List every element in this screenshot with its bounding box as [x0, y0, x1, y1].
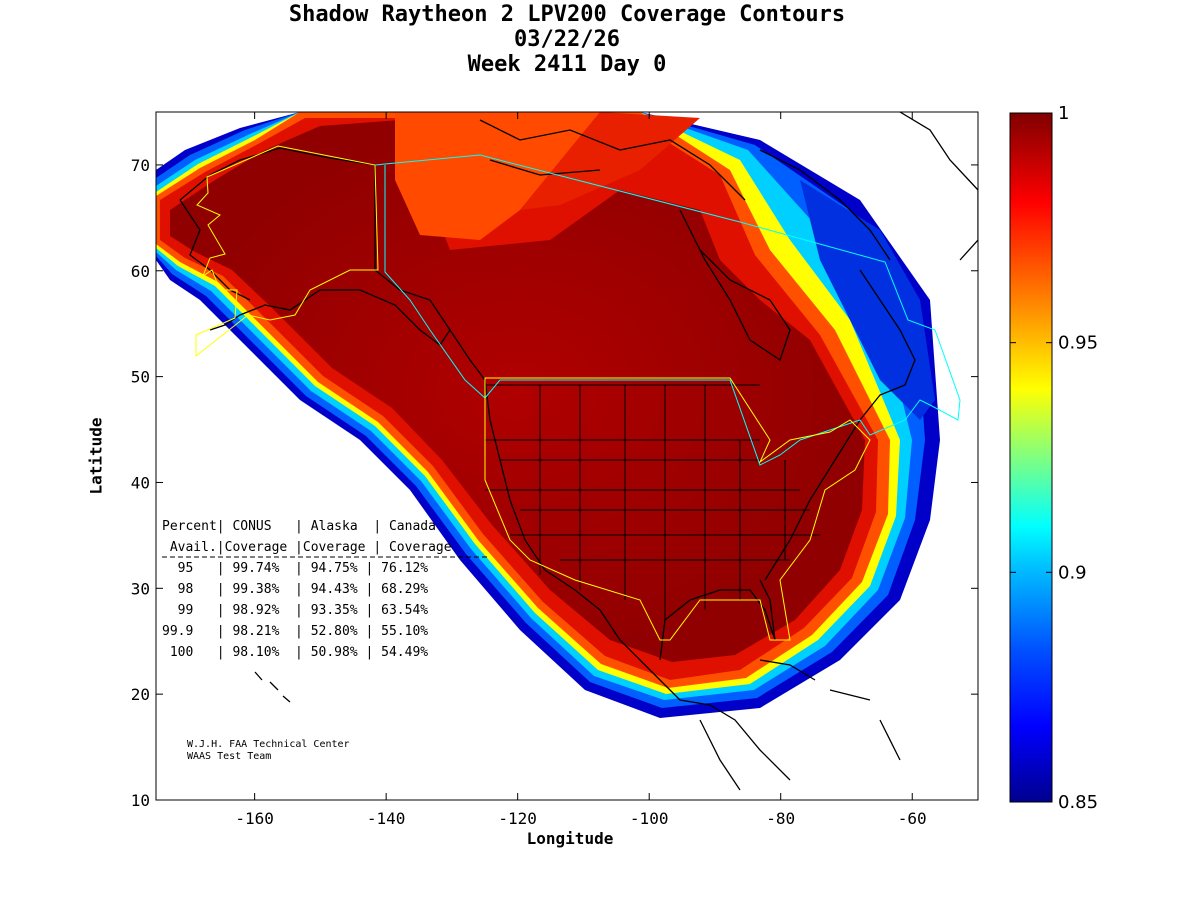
table-header-2: Avail.|Coverage |Coverage | Coverage [162, 540, 452, 555]
colorbar-ticks: 0.85 0.9 0.95 1 [1010, 103, 1098, 813]
state-borders [485, 384, 820, 620]
y-axis-ticks: 10 20 30 40 50 60 70 [131, 156, 978, 810]
coastlines [179, 112, 978, 791]
contour-band-1 [170, 120, 865, 662]
y-tick-label: 70 [131, 156, 150, 175]
x-axis-label: Longitude [526, 829, 614, 848]
colorbar-tick-label: 0.9 [1058, 562, 1087, 583]
coastline-caribbean [699, 659, 901, 791]
x-tick-label: -120 [498, 809, 537, 828]
table-row: 100 | 98.10% | 50.98% | 54.49% [162, 645, 428, 660]
y-axis-label: Latitude [86, 417, 106, 495]
colorbar-tick-label: 0.95 [1058, 333, 1098, 354]
y-tick-label: 50 [131, 368, 150, 387]
coastline-gulf [659, 579, 776, 661]
table-row: 99.9 | 98.21% | 52.80% | 55.10% [162, 624, 428, 639]
coverage-table: Percent| CONUS | Alaska | Canada Avail.|… [162, 519, 490, 660]
y-tick-label: 20 [131, 685, 150, 704]
coverage-contours [156, 112, 940, 718]
colorbar-tick-label: 1 [1058, 103, 1069, 124]
table-header-1: Percent| CONUS | Alaska | Canada [162, 519, 436, 534]
table-row: 95 | 99.74% | 94.75% | 76.12% [162, 561, 428, 576]
plot-frame [155, 111, 979, 801]
coastline-westcoast [449, 329, 791, 781]
y-tick-label: 60 [131, 262, 150, 281]
coastline-eastcoast [764, 269, 916, 581]
contour-patch-north-2 [520, 112, 700, 210]
colorbar: 0.85 0.9 0.95 1 [1009, 103, 1098, 813]
x-tick-label: -160 [235, 809, 274, 828]
chart-title: Shadow Raytheon 2 LPV200 Coverage Contou… [288, 2, 846, 27]
credit-line-1: W.J.H. FAA Technical Center [187, 739, 350, 750]
chart-date: 03/22/26 [514, 27, 620, 52]
contour-patch-north [395, 112, 600, 240]
contour-patch-northeast [800, 180, 935, 420]
colorbar-tick-label: 0.85 [1058, 792, 1098, 813]
boundary-canada [374, 154, 961, 466]
coastline-hudson [679, 209, 791, 362]
boundary-alaska [195, 145, 379, 358]
y-tick-label: 10 [131, 791, 150, 810]
chart-week: Week 2411 Day 0 [467, 52, 667, 77]
x-tick-label: -100 [630, 809, 669, 828]
x-tick-label: -60 [898, 809, 927, 828]
service-boundaries [195, 145, 961, 641]
x-axis-ticks: -160 -140 -120 -100 -80 -60 [235, 112, 927, 828]
table-row: 99 | 98.92% | 93.35% | 63.54% [162, 603, 428, 618]
coastline-alaska [179, 147, 451, 346]
table-row: 98 | 99.38% | 94.43% | 68.29% [162, 582, 428, 597]
y-tick-label: 30 [131, 579, 150, 598]
x-tick-label: -140 [367, 809, 406, 828]
coastline-arctic [479, 119, 891, 261]
y-tick-label: 40 [131, 473, 150, 492]
credit-line-2: WAAS Test Team [187, 751, 271, 762]
boundary-conus [484, 377, 871, 641]
colorbar-gradient [1009, 112, 1053, 803]
coastline-greenland [899, 112, 978, 261]
coastline-hawaii [254, 671, 291, 703]
x-tick-label: -80 [766, 809, 795, 828]
